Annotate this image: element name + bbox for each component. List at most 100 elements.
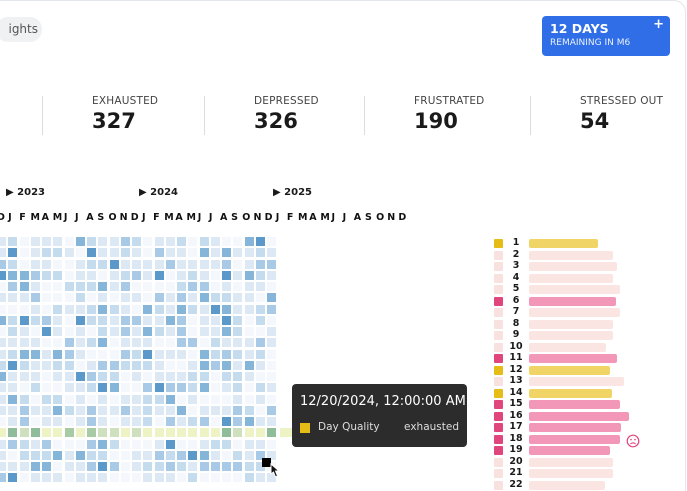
heatmap-cell[interactable] [109, 259, 119, 269]
heatmap-cell[interactable] [143, 383, 153, 393]
heatmap-cell[interactable] [19, 473, 29, 483]
heatmap-cell[interactable] [267, 428, 276, 438]
heatmap-cell[interactable] [120, 417, 130, 426]
heatmap-cell[interactable] [132, 282, 141, 291]
heatmap-cell[interactable] [233, 417, 243, 426]
heatmap-cell[interactable] [75, 462, 85, 471]
heatmap-cell[interactable] [244, 473, 254, 483]
heatmap-cell[interactable] [87, 428, 96, 438]
heatmap-cell[interactable] [154, 270, 164, 280]
heatmap-cell[interactable] [222, 304, 231, 314]
heatmap-cell[interactable] [53, 315, 63, 325]
heatmap-cell[interactable] [109, 293, 119, 303]
heatmap-cell[interactable] [109, 394, 119, 404]
heatmap-cell[interactable] [75, 439, 85, 449]
heatmap-cell[interactable] [267, 473, 276, 483]
heatmap-cell[interactable] [154, 293, 164, 303]
heatmap-cell[interactable] [42, 372, 51, 381]
heatmap-cell[interactable] [132, 270, 141, 280]
heatmap-cell[interactable] [255, 282, 265, 291]
heatmap-cell[interactable] [109, 304, 119, 314]
heatmap-cell[interactable] [109, 282, 119, 291]
heatmap-cell[interactable] [0, 428, 6, 438]
heatmap-cell[interactable] [165, 405, 175, 415]
heatmap-cell[interactable] [42, 394, 51, 404]
heatmap-cell[interactable] [0, 394, 6, 404]
heatmap-cell[interactable] [87, 405, 96, 415]
heatmap-cell[interactable] [42, 237, 51, 246]
heatmap-cell[interactable] [42, 439, 51, 449]
heatmap-cell[interactable] [233, 270, 243, 280]
heatmap-cell[interactable] [64, 304, 74, 314]
heatmap-cell[interactable] [30, 293, 40, 303]
heatmap-cell[interactable] [177, 237, 186, 246]
heatmap-cell[interactable] [109, 327, 119, 336]
heatmap-cell[interactable] [188, 473, 198, 483]
heatmap-cell[interactable] [87, 237, 96, 246]
heatmap-cell[interactable] [42, 248, 51, 258]
heatmap-cell[interactable] [143, 360, 153, 370]
heatmap-cell[interactable] [143, 248, 153, 258]
heatmap-cell[interactable] [87, 293, 96, 303]
heatmap-cell[interactable] [120, 383, 130, 393]
heatmap-cell[interactable] [222, 349, 231, 359]
heatmap-cell[interactable] [132, 439, 141, 449]
heatmap-cell[interactable] [154, 394, 164, 404]
heatmap-cell[interactable] [64, 394, 74, 404]
heatmap-cell[interactable] [188, 450, 198, 460]
heatmap-cell[interactable] [210, 338, 220, 348]
heatmap-cell[interactable] [0, 450, 6, 460]
heatmap-cell[interactable] [267, 327, 276, 336]
heatmap-cell[interactable] [222, 450, 231, 460]
heatmap-cell[interactable] [177, 439, 186, 449]
heatmap-cell[interactable] [8, 473, 18, 483]
heatmap-cell[interactable] [0, 282, 6, 291]
heatmap-cell[interactable] [0, 372, 6, 381]
heatmap-cell[interactable] [143, 428, 153, 438]
heatmap-cell[interactable] [8, 327, 18, 336]
heatmap-cell[interactable] [267, 338, 276, 348]
heatmap-cell[interactable] [30, 237, 40, 246]
heatmap-cell[interactable] [19, 270, 29, 280]
heatmap-cell[interactable] [109, 338, 119, 348]
heatmap-cell[interactable] [255, 327, 265, 336]
heatmap-cell[interactable] [267, 282, 276, 291]
heatmap-cell[interactable] [87, 450, 96, 460]
heatmap-cell[interactable] [199, 304, 209, 314]
heatmap-cell[interactable] [199, 282, 209, 291]
heatmap-cell[interactable] [233, 315, 243, 325]
heatmap-cell[interactable] [244, 360, 254, 370]
heatmap-cell[interactable] [188, 315, 198, 325]
heatmap-cell[interactable] [8, 417, 18, 426]
heatmap-cell[interactable] [109, 405, 119, 415]
heatmap-cell[interactable] [188, 428, 198, 438]
heatmap-cell[interactable] [233, 248, 243, 258]
heatmap-cell[interactable] [87, 315, 96, 325]
heatmap-cell[interactable] [42, 428, 51, 438]
heatmap-cell[interactable] [75, 450, 85, 460]
heatmap-cell[interactable] [64, 439, 74, 449]
heatmap-cell[interactable] [0, 270, 6, 280]
heatmap-cell[interactable] [188, 462, 198, 471]
heatmap-cell[interactable] [222, 360, 231, 370]
heatmap-cell[interactable] [210, 349, 220, 359]
heatmap-cell[interactable] [143, 349, 153, 359]
heatmap-cell[interactable] [255, 360, 265, 370]
heatmap-cell[interactable] [177, 315, 186, 325]
heatmap-cell[interactable] [244, 394, 254, 404]
heatmap-cell[interactable] [165, 315, 175, 325]
heatmap-cell[interactable] [75, 282, 85, 291]
heatmap-cell[interactable] [165, 248, 175, 258]
heatmap-cell[interactable] [132, 327, 141, 336]
heatmap-cell[interactable] [255, 315, 265, 325]
heatmap-cell[interactable] [188, 327, 198, 336]
heatmap-cell[interactable] [177, 259, 186, 269]
heatmap-cell[interactable] [75, 270, 85, 280]
heatmap-cell[interactable] [244, 417, 254, 426]
heatmap-cell[interactable] [165, 237, 175, 246]
heatmap-cell[interactable] [75, 237, 85, 246]
heatmap-cell[interactable] [165, 304, 175, 314]
heatmap-cell[interactable] [19, 394, 29, 404]
heatmap-cell[interactable] [255, 304, 265, 314]
heatmap-cell[interactable] [143, 282, 153, 291]
